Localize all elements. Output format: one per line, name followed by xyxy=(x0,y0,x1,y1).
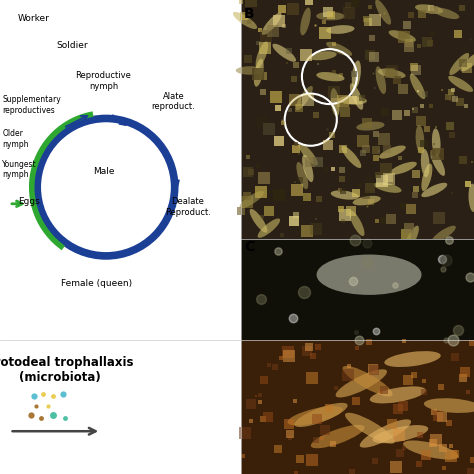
Ellipse shape xyxy=(370,386,426,403)
Ellipse shape xyxy=(430,150,445,176)
Ellipse shape xyxy=(421,183,447,197)
Text: Male: Male xyxy=(93,167,114,176)
Ellipse shape xyxy=(353,196,381,205)
Ellipse shape xyxy=(421,149,429,177)
Text: Youngest
nymph: Youngest nymph xyxy=(2,160,37,179)
Ellipse shape xyxy=(415,4,443,14)
Ellipse shape xyxy=(345,413,395,444)
Ellipse shape xyxy=(403,440,458,460)
Ellipse shape xyxy=(460,52,474,72)
Ellipse shape xyxy=(352,61,361,89)
Ellipse shape xyxy=(432,226,456,243)
Ellipse shape xyxy=(341,146,361,168)
Ellipse shape xyxy=(326,25,355,34)
Ellipse shape xyxy=(432,8,459,19)
Ellipse shape xyxy=(273,44,296,62)
Text: Worker: Worker xyxy=(18,14,50,23)
Ellipse shape xyxy=(302,155,313,182)
Ellipse shape xyxy=(294,403,347,427)
Ellipse shape xyxy=(254,59,264,87)
Ellipse shape xyxy=(300,8,310,36)
Ellipse shape xyxy=(317,255,421,295)
Ellipse shape xyxy=(257,219,280,238)
Ellipse shape xyxy=(349,210,365,236)
Ellipse shape xyxy=(316,72,345,82)
Bar xyxy=(241,0,474,239)
Ellipse shape xyxy=(296,86,313,110)
Ellipse shape xyxy=(448,76,473,92)
Text: C: C xyxy=(244,240,255,255)
Ellipse shape xyxy=(375,66,386,94)
Ellipse shape xyxy=(416,125,424,154)
Ellipse shape xyxy=(421,164,432,191)
Ellipse shape xyxy=(360,419,411,447)
Ellipse shape xyxy=(356,122,384,131)
Ellipse shape xyxy=(309,51,337,60)
Ellipse shape xyxy=(233,12,257,29)
Ellipse shape xyxy=(449,53,469,75)
Text: Supplementary
reproductives: Supplementary reproductives xyxy=(2,95,61,115)
Text: Female (queen): Female (queen) xyxy=(61,279,132,288)
Ellipse shape xyxy=(287,406,343,426)
Ellipse shape xyxy=(374,182,401,193)
Text: B: B xyxy=(244,7,255,21)
Text: Dealate
Reproduct.: Dealate Reproduct. xyxy=(165,197,211,217)
Ellipse shape xyxy=(336,369,387,398)
Ellipse shape xyxy=(468,183,474,212)
Ellipse shape xyxy=(343,366,392,396)
Ellipse shape xyxy=(390,162,417,174)
Ellipse shape xyxy=(240,191,264,208)
Ellipse shape xyxy=(384,351,441,367)
Ellipse shape xyxy=(424,398,474,413)
Text: Eggs: Eggs xyxy=(18,197,40,206)
Ellipse shape xyxy=(373,425,428,443)
Bar xyxy=(0,340,241,474)
Bar xyxy=(0,0,241,340)
Ellipse shape xyxy=(410,74,426,99)
Ellipse shape xyxy=(299,143,318,165)
Ellipse shape xyxy=(326,42,352,56)
Text: Alate
reproduct.: Alate reproduct. xyxy=(152,92,195,111)
Ellipse shape xyxy=(330,88,340,117)
Ellipse shape xyxy=(375,0,391,25)
Text: Soldier: Soldier xyxy=(56,41,88,50)
Ellipse shape xyxy=(255,41,268,68)
Ellipse shape xyxy=(296,162,308,189)
Ellipse shape xyxy=(250,209,267,233)
Ellipse shape xyxy=(379,146,406,159)
Text: Protodeal trophallaxis
(microbiota): Protodeal trophallaxis (microbiota) xyxy=(0,356,134,384)
Ellipse shape xyxy=(432,128,441,157)
Bar xyxy=(241,340,474,474)
Text: Reproductive
nymph: Reproductive nymph xyxy=(76,72,131,91)
Ellipse shape xyxy=(378,69,406,78)
Ellipse shape xyxy=(236,66,264,75)
Ellipse shape xyxy=(350,83,363,110)
Text: Older
nymph: Older nymph xyxy=(2,129,29,149)
Ellipse shape xyxy=(404,226,419,252)
Ellipse shape xyxy=(338,96,367,105)
Ellipse shape xyxy=(331,191,359,200)
Ellipse shape xyxy=(262,13,282,35)
Ellipse shape xyxy=(389,30,416,42)
Ellipse shape xyxy=(311,425,365,448)
Bar xyxy=(241,239,474,340)
Ellipse shape xyxy=(316,12,345,20)
